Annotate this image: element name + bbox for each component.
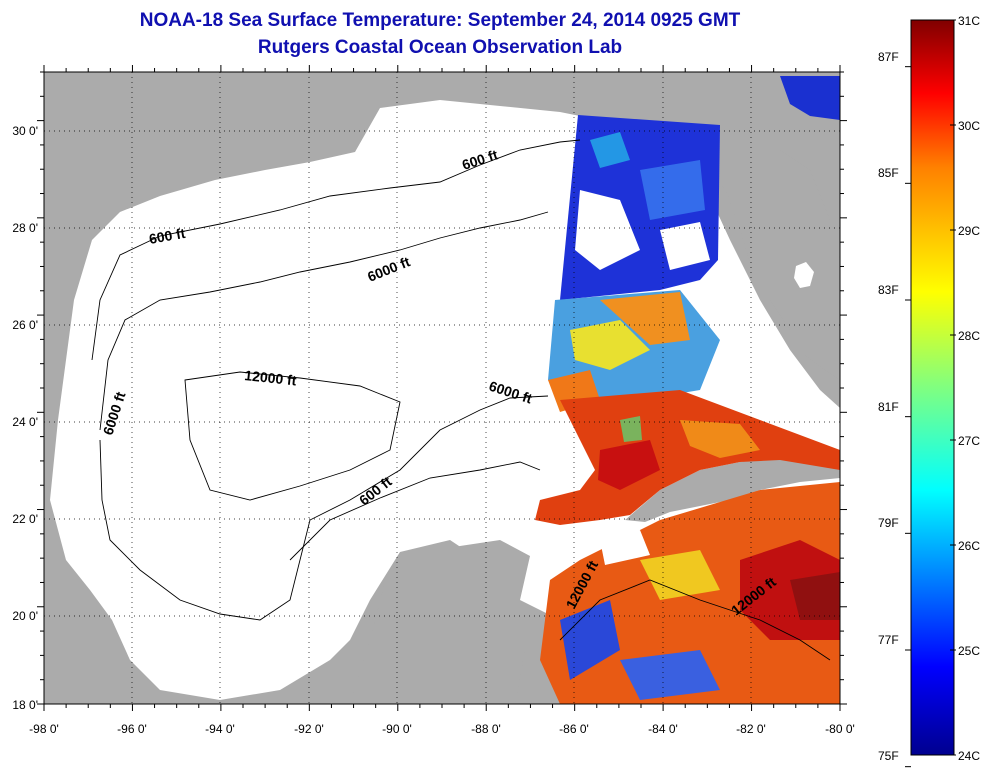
graticule: [44, 72, 840, 704]
colorbar-f-label: 83F: [878, 283, 899, 297]
sst-patch-atlantic: [780, 76, 840, 120]
lat-tick-label: 18 0': [12, 698, 38, 712]
contour-label: 600 ft: [148, 225, 187, 247]
colorbar-f-label: 81F: [878, 400, 899, 414]
sst-patch-red: [598, 440, 660, 490]
lat-axis-labels: 18 0' 20 0' 22 0' 24 0' 26 0' 28 0' 30 0…: [12, 124, 38, 712]
lon-tick-label: -86 0': [559, 722, 589, 736]
cloud-gap: [575, 190, 640, 270]
colorbar-c-label: 25C: [958, 644, 980, 658]
lat-tick-label: 28 0': [12, 221, 38, 235]
colorbar-f-label: 75F: [878, 749, 899, 763]
colorbar-c-label: 28C: [958, 329, 980, 343]
cloud-gap: [600, 530, 650, 565]
lon-tick-label: -94 0': [205, 722, 235, 736]
colorbar-ticks: [905, 19, 956, 768]
lake-okeechobee: [794, 262, 814, 288]
sst-patch-orange: [600, 292, 690, 345]
colorbar-gradient: [910, 19, 955, 756]
colorbar-f-label: 85F: [878, 166, 899, 180]
cloud-gap: [660, 222, 710, 270]
sst-patch-cyan: [590, 132, 630, 168]
contour-600ft-south: [289, 461, 541, 561]
sst-patch-orange: [680, 420, 760, 458]
lon-tick-label: -92 0': [294, 722, 324, 736]
contour-label: 12000 ft: [244, 367, 298, 388]
map-area: 600 ft 600 ft 6000 ft 6000 ft 12000 ft 6…: [44, 72, 840, 704]
lon-tick-label: -88 0': [471, 722, 501, 736]
land-cuba: [625, 456, 840, 522]
land-florida: [700, 140, 840, 380]
map-subtitle: Rutgers Coastal Ocean Observation Lab: [257, 37, 623, 58]
lon-tick-label: -80 0': [825, 722, 855, 736]
sst-patch-blue: [620, 650, 720, 700]
lon-tick-label: -90 0': [382, 722, 412, 736]
lat-tick-label: 30 0': [12, 124, 38, 138]
sst-patch-lightblue: [640, 160, 705, 220]
colorbar-c-label: 24C: [958, 749, 980, 763]
colorbar-c-label: 29C: [958, 224, 980, 238]
sst-patch-yellow: [640, 550, 720, 600]
lon-tick-label: -96 0': [117, 722, 147, 736]
lat-tick-label: 22 0': [12, 512, 38, 526]
lat-tick-label: 26 0': [12, 318, 38, 332]
contour-12000ft-carib: [559, 579, 831, 661]
sst-patch-blue: [560, 600, 620, 680]
contour-600ft: [91, 139, 581, 361]
contour-6000ft-west: [99, 395, 549, 621]
colorbar-f-label: 77F: [878, 633, 899, 647]
map-title: NOAA-18 Sea Surface Temperature: Septemb…: [139, 10, 741, 31]
lon-axis-labels: -98 0' -96 0' -94 0' -92 0' -90 0' -88 0…: [29, 722, 855, 736]
colorbar-f-label: 87F: [878, 50, 899, 64]
sst-swath-south: [535, 390, 840, 525]
colorbar: 31C 30C 29C 28C 27C 26C 25C 24C 87F 85F …: [878, 14, 980, 768]
contour-12000ft: [184, 371, 401, 501]
axis-ticks: [37, 65, 847, 711]
lat-tick-label: 24 0': [12, 415, 38, 429]
colorbar-c-label: 26C: [958, 539, 980, 553]
sst-patch-darkred: [790, 572, 840, 620]
lon-tick-label: -98 0': [29, 722, 59, 736]
sst-patch-green: [620, 416, 642, 442]
lon-tick-label: -84 0': [648, 722, 678, 736]
colorbar-c-label: 31C: [958, 14, 980, 28]
land-yucatan: [350, 540, 530, 704]
sst-patch-yellow: [570, 320, 650, 370]
colorbar-c-label: 27C: [958, 434, 980, 448]
lon-tick-label: -82 0': [736, 722, 766, 736]
colorbar-f-label: 79F: [878, 516, 899, 530]
colorbar-c-label: 30C: [958, 119, 980, 133]
lat-tick-label: 20 0': [12, 609, 38, 623]
